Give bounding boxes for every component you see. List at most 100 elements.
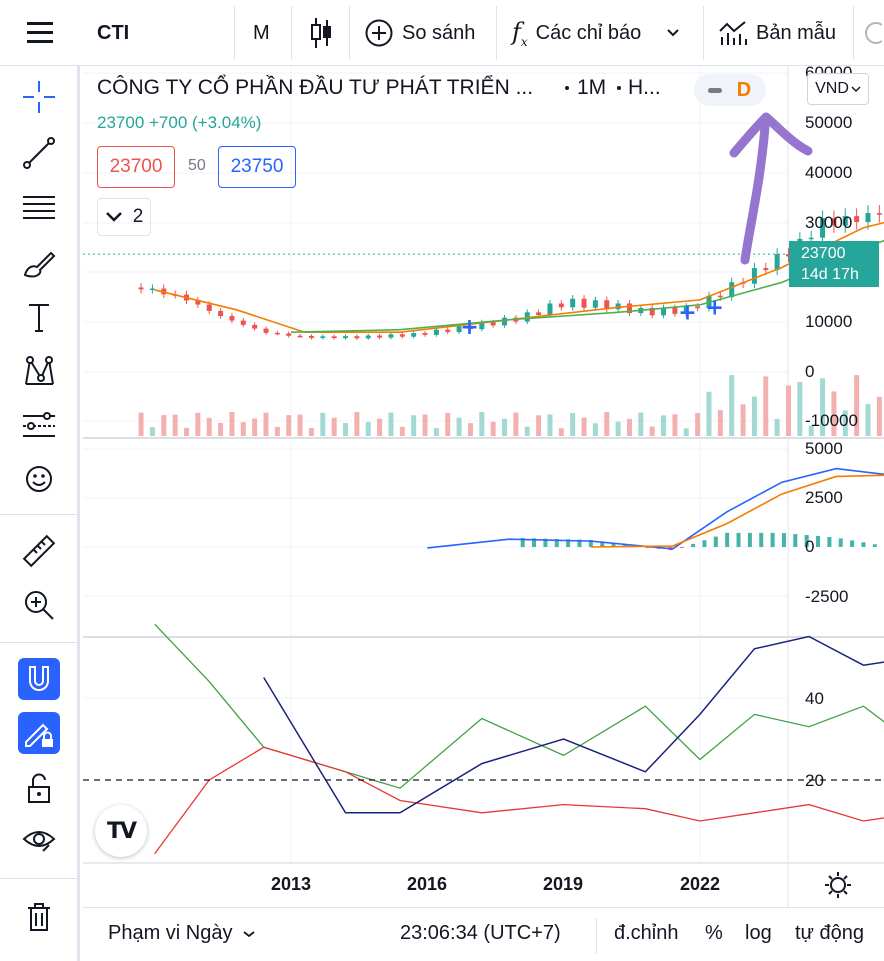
compare-button[interactable]: So sánh: [364, 0, 475, 66]
di-plus-line: [154, 623, 884, 789]
magnet-tool[interactable]: [18, 658, 60, 700]
crosshair-icon: [23, 81, 55, 113]
candle-body: [626, 303, 632, 314]
di-minus-line: [154, 746, 884, 855]
menu-button[interactable]: [18, 0, 62, 66]
zoom-tool[interactable]: [18, 584, 60, 626]
x-tick: 2019: [543, 874, 584, 894]
volume-bar: [672, 414, 678, 436]
auto-scale-button[interactable]: tự động: [795, 922, 864, 944]
indicators-button[interactable]: fx Các chỉ báo: [512, 0, 681, 66]
volume-bar: [240, 422, 246, 436]
macd-histogram-bar: [747, 532, 752, 547]
date-range-button[interactable]: Phạm vi Ngày: [108, 922, 256, 945]
emoji-tool[interactable]: [18, 458, 60, 500]
candle-body: [479, 322, 485, 330]
pattern-tool[interactable]: [18, 351, 60, 393]
volume-bar: [388, 412, 394, 436]
volume-bar: [263, 412, 269, 436]
delete-tool[interactable]: [18, 896, 60, 938]
indicator-collapse-button[interactable]: 2: [97, 198, 151, 236]
adjust-button[interactable]: đ.chỉnh: [614, 922, 679, 944]
buy-price-button[interactable]: 23750: [218, 146, 296, 188]
macd-histogram-bar: [691, 543, 696, 547]
log-scale-button[interactable]: log: [745, 922, 772, 944]
plus-circle-icon: [365, 19, 393, 47]
volume-bar: [274, 426, 280, 436]
crosshair-tool[interactable]: [18, 76, 60, 118]
volume-bar: [808, 425, 814, 436]
adx-tick: 20: [805, 771, 824, 790]
compare-label: So sánh: [402, 21, 476, 44]
candle-body: [308, 335, 314, 338]
candle-body: [149, 288, 155, 291]
x-tick: 2022: [680, 874, 721, 894]
candle-body: [206, 304, 212, 311]
volume-bar: [172, 414, 178, 436]
candle-body: [388, 334, 394, 338]
candle-body: [615, 303, 621, 310]
more-icon[interactable]: [862, 0, 882, 66]
lock-drawing-tool[interactable]: [18, 712, 60, 754]
annotation-arrow: [729, 112, 813, 265]
candle-body: [433, 329, 439, 335]
macd-histogram-bar: [600, 541, 605, 547]
macd-histogram-bar: [577, 539, 582, 547]
signal-marker: +: [678, 300, 696, 325]
adx-tick: 40: [805, 689, 824, 708]
candle-body: [558, 303, 564, 308]
currency-selector[interactable]: VND: [807, 73, 869, 105]
percent-scale-button[interactable]: %: [705, 922, 723, 944]
volume-bar: [820, 378, 826, 436]
interval-button[interactable]: M: [253, 21, 270, 44]
brush-tool[interactable]: [18, 242, 60, 284]
candle-body: [581, 298, 587, 308]
templates-button[interactable]: Bản mẫu: [718, 0, 836, 66]
candle-body: [331, 336, 337, 339]
volume-bar: [876, 396, 882, 436]
volume-bar: [683, 428, 689, 436]
tradingview-logo[interactable]: TV: [95, 805, 147, 857]
text-tool[interactable]: [18, 296, 60, 338]
market-status-toggle[interactable]: D: [694, 74, 766, 106]
volume-bar: [343, 423, 349, 436]
ruler-icon: [22, 534, 56, 568]
chevron-down-icon: [851, 86, 861, 93]
candle-body: [377, 335, 383, 338]
macd-histogram-bar: [838, 538, 843, 547]
legend-change: 23700 +700 (+3.04%): [97, 113, 262, 132]
macd-histogram-bar: [725, 532, 730, 547]
volume-bar: [570, 412, 576, 436]
volume-bar: [467, 423, 473, 436]
forecast-tool[interactable]: [18, 405, 60, 447]
volume-bar: [513, 412, 519, 436]
unlock-tool[interactable]: [18, 768, 60, 810]
separator-dot: [617, 86, 621, 90]
candle-body: [502, 317, 508, 326]
chart-area[interactable]: +++++: [83, 66, 884, 907]
trend-line-tool[interactable]: [18, 132, 60, 174]
macd-tick: 0: [805, 537, 815, 556]
sell-price-button[interactable]: 23700: [97, 146, 175, 188]
indicator-count: 2: [132, 206, 144, 227]
chart-type-button[interactable]: [309, 0, 333, 66]
chart-canvas[interactable]: +++++: [83, 66, 884, 907]
candle-body: [695, 306, 701, 309]
macd-tick: 5000: [805, 439, 843, 458]
candle-body: [195, 300, 201, 305]
visibility-tool[interactable]: [18, 818, 60, 860]
volume-bar: [797, 382, 803, 436]
date-range-label: Phạm vi Ngày: [108, 922, 233, 944]
symbol-search[interactable]: CTI: [97, 21, 130, 44]
volume-bar: [785, 385, 791, 436]
clock-timezone[interactable]: 23:06:34 (UTC+7): [400, 922, 561, 944]
volume-bar: [774, 418, 780, 436]
adx-line: [263, 635, 884, 814]
symbol-title[interactable]: CÔNG TY CỔ PHẦN ĐẦU TƯ PHÁT TRIỂN ...: [97, 76, 534, 99]
fib-tool[interactable]: [18, 187, 60, 229]
measure-tool[interactable]: [18, 530, 60, 572]
macd-histogram-bar: [861, 542, 866, 547]
macd-tick: 2500: [805, 488, 843, 507]
chart-settings-button[interactable]: [824, 871, 852, 904]
volume-bar: [831, 391, 837, 436]
